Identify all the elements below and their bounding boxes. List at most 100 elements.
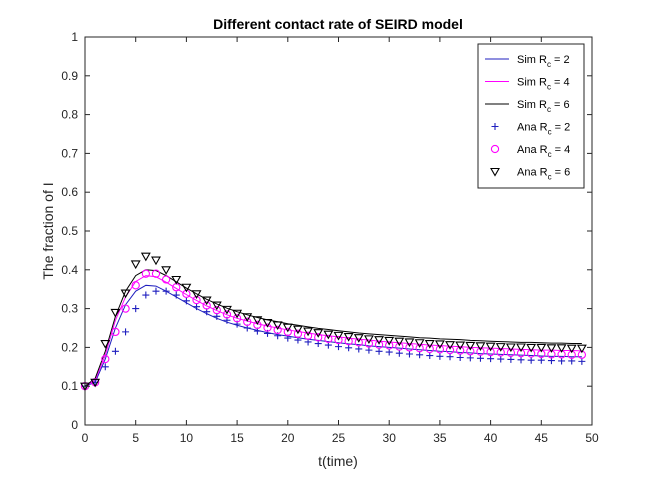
- y-tick-label: 0.2: [61, 340, 78, 354]
- data-point: [110, 308, 121, 318]
- data-point: [445, 345, 455, 355]
- data-point: [516, 349, 526, 358]
- legend-box: [477, 43, 585, 189]
- data-point: [527, 356, 535, 364]
- axes-layer: 0 5 10 15 20 25 30 35 40 45 50 0 0.1 0.2 0.3 0.4 0.5 0.6 0…: [61, 30, 599, 445]
- data-point: [414, 339, 425, 348]
- legend-label: Ana Rc = 4: [517, 144, 570, 159]
- data-point: [435, 345, 445, 354]
- data-point: [222, 310, 232, 319]
- data-point: [425, 344, 434, 354]
- x-tick-label: 40: [484, 431, 498, 445]
- legend-label: Sim Rc = 4: [517, 77, 570, 92]
- data-point: [292, 325, 303, 335]
- data-point: [415, 344, 424, 353]
- y-tick-label: 0.4: [61, 263, 78, 277]
- data-point: [516, 343, 526, 353]
- data-point: [486, 347, 495, 357]
- data-point: [365, 346, 373, 354]
- data-point: [242, 313, 253, 322]
- data-point: [122, 328, 130, 336]
- data-point: [201, 296, 212, 306]
- x-tick-label: 5: [132, 431, 139, 445]
- data-point: [140, 252, 151, 262]
- data-point: [526, 343, 537, 353]
- x-tick-label: 25: [332, 431, 346, 445]
- data-point: [141, 269, 150, 278]
- x-tick-label: 20: [281, 431, 295, 445]
- data-point: [152, 287, 160, 295]
- legend-item: Sim Rc = 2: [485, 54, 570, 69]
- series-layer: [80, 252, 587, 392]
- y-tick-label: 0.9: [61, 69, 78, 83]
- data-point: [181, 283, 192, 293]
- data-point: [485, 342, 496, 352]
- data-point: [405, 350, 413, 358]
- data-point: [374, 336, 385, 345]
- data-point: [151, 256, 161, 266]
- data-point: [343, 332, 354, 342]
- legend-item: Ana Rc = 2: [491, 122, 570, 137]
- data-point: [111, 347, 119, 355]
- data-point: [497, 355, 505, 363]
- data-point: [476, 354, 484, 362]
- data-point: [496, 348, 505, 357]
- data-point: [345, 344, 353, 352]
- data-point: [446, 353, 454, 361]
- series-line: [84, 284, 582, 387]
- data-point: [120, 289, 131, 299]
- data-point: [272, 321, 283, 331]
- data-point: [476, 347, 485, 356]
- data-point: [252, 316, 263, 325]
- data-point: [273, 325, 282, 335]
- data-point: [495, 343, 506, 352]
- data-point: [232, 314, 242, 323]
- data-point: [536, 343, 547, 353]
- data-point: [131, 281, 140, 290]
- data-point: [211, 301, 222, 311]
- y-tick-label: 1: [71, 30, 78, 44]
- legend-plus-marker: [491, 123, 499, 130]
- data-point: [566, 344, 577, 354]
- y-tick-label: 0.8: [61, 108, 78, 122]
- x-tick-label: 30: [383, 431, 397, 445]
- data-point: [517, 356, 525, 364]
- data-point: [385, 341, 394, 350]
- data-point: [222, 305, 232, 315]
- data-point: [556, 344, 567, 353]
- legend: Sim Rc = 2 Sim Rc = 4 Sim Rc = 6 Ana Rc = 2…: [477, 43, 585, 189]
- data-point: [466, 354, 474, 362]
- data-point: [434, 340, 445, 350]
- data-point: [151, 269, 161, 278]
- data-point: [456, 346, 465, 355]
- data-point: [193, 303, 201, 311]
- data-point: [426, 352, 434, 360]
- data-point: [344, 337, 353, 346]
- data-point: [333, 331, 344, 341]
- data-point: [456, 353, 464, 361]
- data-point: [191, 290, 202, 299]
- data-point: [161, 266, 172, 275]
- y-axis-title: The fraction of I: [40, 182, 56, 279]
- y-tick-label: 0.3: [61, 302, 78, 316]
- data-point: [384, 336, 395, 346]
- series-6: [80, 252, 587, 392]
- data-point: [404, 338, 415, 348]
- data-point: [487, 355, 495, 363]
- legend-item: Sim Rc = 6: [485, 99, 570, 114]
- legend-triangle-marker: [490, 167, 500, 177]
- data-point: [576, 344, 587, 354]
- data-point: [243, 317, 252, 326]
- data-point: [101, 354, 110, 364]
- data-point: [465, 341, 476, 351]
- data-point: [101, 363, 109, 371]
- data-point: [142, 291, 150, 299]
- data-point: [466, 347, 475, 356]
- data-point: [405, 343, 414, 352]
- data-point: [121, 304, 130, 313]
- data-point: [171, 275, 182, 285]
- data-point: [527, 349, 536, 358]
- data-point: [202, 301, 211, 310]
- legend-label: Sim Rc = 6: [517, 99, 570, 114]
